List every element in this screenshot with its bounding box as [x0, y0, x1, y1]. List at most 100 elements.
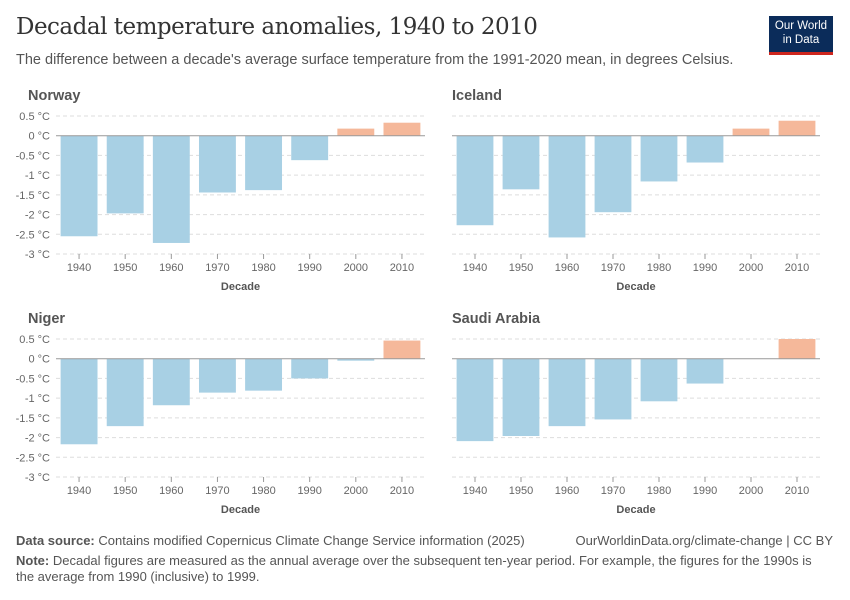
x-tick-label: 2010 — [390, 262, 414, 274]
bar-1960 — [152, 358, 190, 406]
x-tick-label: 1990 — [297, 485, 321, 497]
bar-1960 — [152, 135, 190, 243]
bar-1980 — [245, 358, 283, 391]
y-tick-label: 0.5 °C — [19, 111, 50, 123]
y-tick-label: -3 °C — [25, 249, 50, 261]
x-tick-label: 1990 — [693, 262, 717, 274]
y-tick-label: 0 °C — [28, 354, 50, 366]
y-tick-label: 0 °C — [28, 131, 50, 143]
source-label: Data source: — [16, 533, 95, 548]
x-tick-label: 2000 — [739, 262, 763, 274]
x-tick-label: 2000 — [344, 485, 368, 497]
bar-1960 — [548, 358, 586, 427]
bar-1980 — [245, 135, 283, 191]
bar-1980 — [640, 358, 678, 402]
x-tick-label: 1990 — [693, 485, 717, 497]
source-url[interactable]: OurWorldinData.org/climate-change | CC B… — [575, 533, 833, 548]
x-tick-label: 1970 — [601, 262, 625, 274]
x-axis-label: Decade — [616, 504, 655, 516]
y-tick-label: -2 °C — [25, 210, 50, 222]
bar-1940 — [60, 135, 98, 237]
x-tick-label: 1940 — [67, 262, 91, 274]
x-tick-label: 1980 — [647, 262, 671, 274]
bar-1940 — [60, 358, 98, 445]
y-tick-label: -3 °C — [25, 472, 50, 484]
x-tick-label: 2010 — [390, 485, 414, 497]
note-label: Note: — [16, 553, 50, 568]
y-tick-label: -0.5 °C — [16, 373, 50, 385]
bar-1970 — [198, 358, 236, 393]
x-tick-label: 1960 — [555, 485, 579, 497]
x-tick-label: 1960 — [159, 485, 183, 497]
x-tick-label: 1980 — [251, 262, 275, 274]
x-tick-label: 1980 — [647, 485, 671, 497]
bar-1950 — [106, 135, 144, 214]
y-tick-label: -2.5 °C — [16, 452, 50, 464]
x-tick-label: 1970 — [205, 485, 229, 497]
bar-2010 — [778, 120, 816, 136]
bar-2000 — [337, 128, 375, 136]
bar-1940 — [456, 358, 494, 442]
y-tick-label: -2 °C — [25, 433, 50, 445]
y-tick-label: -1 °C — [25, 393, 50, 405]
panel-title: Iceland — [452, 88, 502, 104]
owid-logo[interactable]: Our World in Data — [769, 16, 833, 55]
x-tick-label: 1950 — [113, 485, 137, 497]
data-source: Data source: Contains modified Copernicu… — [16, 533, 525, 548]
bar-1940 — [456, 135, 494, 226]
bar-1970 — [198, 135, 236, 193]
x-tick-label: 1960 — [555, 262, 579, 274]
y-tick-label: -1.5 °C — [16, 190, 50, 202]
panel-title: Saudi Arabia — [452, 311, 541, 327]
bar-2000 — [337, 358, 375, 361]
bar-1970 — [594, 135, 632, 213]
note-text: Decadal figures are measured as the annu… — [16, 553, 812, 584]
bar-2010 — [383, 122, 421, 136]
x-tick-label: 1960 — [159, 262, 183, 274]
x-tick-label: 1940 — [67, 485, 91, 497]
y-tick-label: -0.5 °C — [16, 150, 50, 162]
x-tick-label: 1980 — [251, 485, 275, 497]
y-tick-label: -1 °C — [25, 170, 50, 182]
chart-subtitle: The difference between a decade's averag… — [16, 52, 734, 68]
y-tick-label: 0.5 °C — [19, 334, 50, 346]
bar-2000 — [732, 128, 770, 136]
x-tick-label: 1940 — [463, 262, 487, 274]
bar-1950 — [502, 358, 540, 436]
x-tick-label: 1990 — [297, 262, 321, 274]
logo-line1: Our World — [774, 20, 828, 32]
x-tick-label: 2000 — [739, 485, 763, 497]
bar-1950 — [502, 135, 540, 190]
bar-2010 — [383, 340, 421, 359]
x-tick-label: 1970 — [601, 485, 625, 497]
bar-1990 — [291, 135, 329, 161]
bar-1990 — [686, 135, 724, 163]
chart-title: Decadal temperature anomalies, 1940 to 2… — [16, 14, 538, 40]
panel-title: Niger — [28, 311, 65, 327]
bar-2010 — [778, 339, 816, 359]
x-tick-label: 1950 — [113, 262, 137, 274]
note: Note: Decadal figures are measured as th… — [16, 553, 831, 585]
x-axis-label: Decade — [221, 504, 260, 516]
bar-1980 — [640, 135, 678, 182]
x-tick-label: 2010 — [785, 485, 809, 497]
bar-1950 — [106, 358, 144, 427]
bar-1960 — [548, 135, 586, 238]
x-axis-label: Decade — [221, 281, 260, 293]
x-tick-label: 1940 — [463, 485, 487, 497]
x-tick-label: 2010 — [785, 262, 809, 274]
panel-title: Norway — [28, 88, 80, 104]
x-tick-label: 1950 — [509, 485, 533, 497]
x-tick-label: 2000 — [344, 262, 368, 274]
bar-1990 — [686, 358, 724, 384]
y-tick-label: -2.5 °C — [16, 229, 50, 241]
y-tick-label: -1.5 °C — [16, 413, 50, 425]
x-axis-label: Decade — [616, 281, 655, 293]
bar-1970 — [594, 358, 632, 420]
x-tick-label: 1970 — [205, 262, 229, 274]
source-text: Contains modified Copernicus Climate Cha… — [98, 533, 525, 548]
bar-1990 — [291, 358, 329, 379]
logo-line2: in Data — [782, 34, 820, 46]
x-tick-label: 1950 — [509, 262, 533, 274]
